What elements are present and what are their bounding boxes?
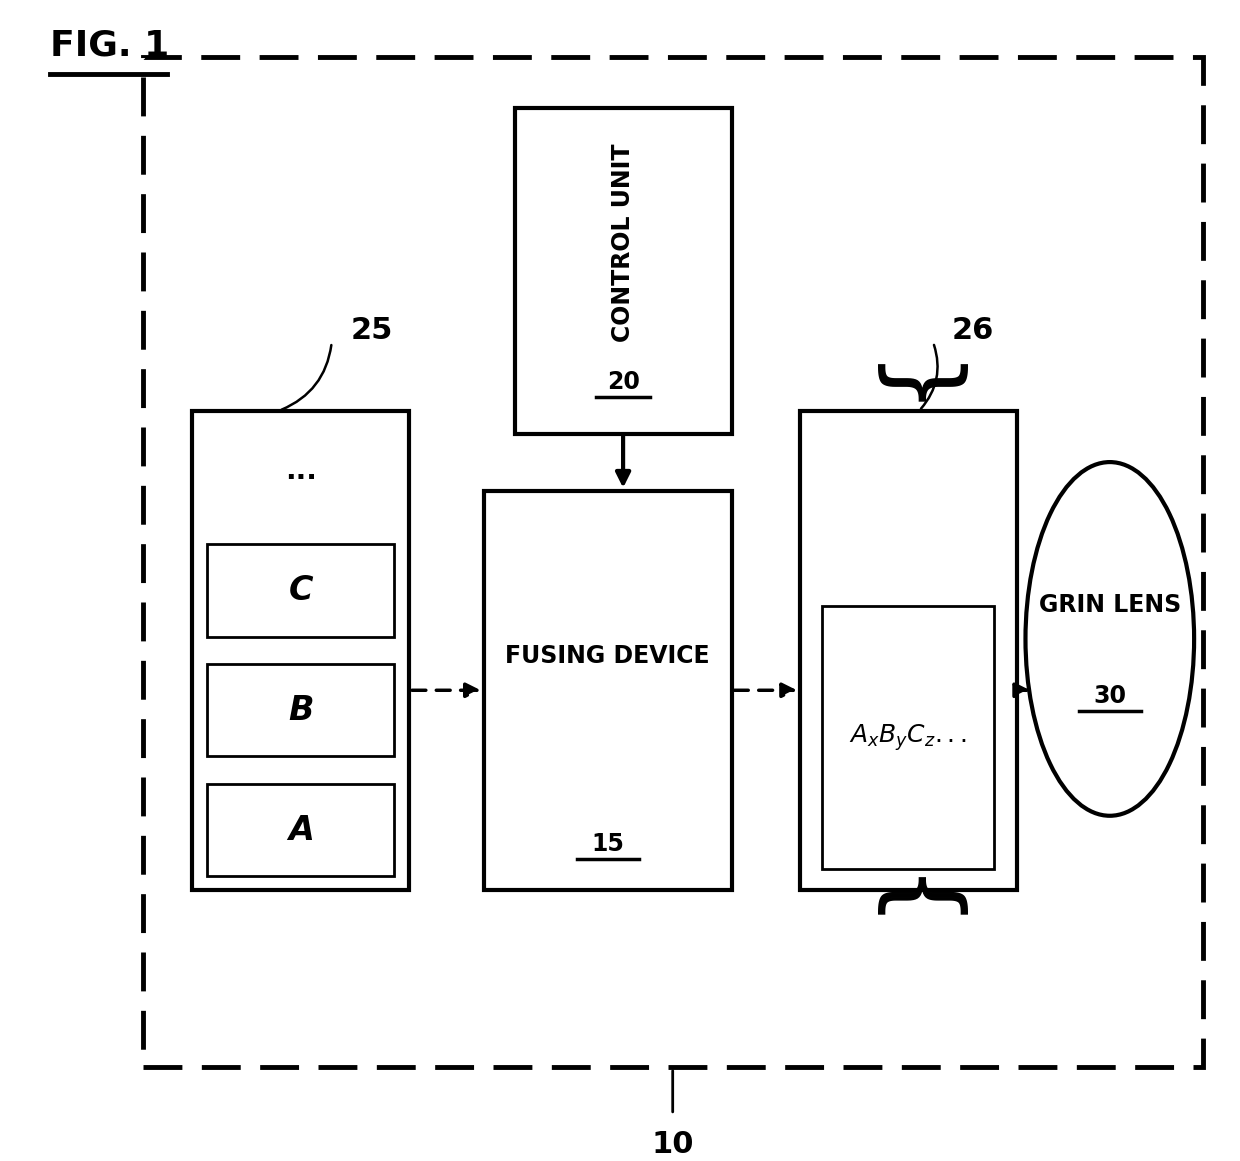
Text: 20: 20 <box>606 370 640 395</box>
Bar <box>207 784 394 877</box>
Bar <box>515 108 732 433</box>
Text: CONTROL UNIT: CONTROL UNIT <box>611 143 635 341</box>
Bar <box>207 545 394 636</box>
Text: ...: ... <box>285 456 316 484</box>
Bar <box>207 664 394 757</box>
Text: {: { <box>862 877 955 938</box>
Text: 10: 10 <box>651 1130 694 1159</box>
Bar <box>800 411 1017 890</box>
Bar <box>484 491 732 890</box>
Text: 30: 30 <box>1094 684 1126 708</box>
Text: C: C <box>289 574 312 607</box>
Text: 15: 15 <box>591 832 624 857</box>
Bar <box>143 57 1203 1067</box>
Text: A: A <box>288 814 314 846</box>
Text: 26: 26 <box>952 317 994 345</box>
Text: FUSING DEVICE: FUSING DEVICE <box>505 644 711 668</box>
Text: FIG. 1: FIG. 1 <box>50 29 169 63</box>
Text: }: } <box>862 362 955 425</box>
Text: B: B <box>288 694 314 727</box>
Text: 25: 25 <box>351 317 393 345</box>
Bar <box>822 606 994 870</box>
Text: $A_xB_yC_{z}...$: $A_xB_yC_{z}...$ <box>849 722 967 753</box>
Ellipse shape <box>1025 462 1194 816</box>
Bar <box>192 411 409 890</box>
Text: GRIN LENS: GRIN LENS <box>1039 593 1180 616</box>
